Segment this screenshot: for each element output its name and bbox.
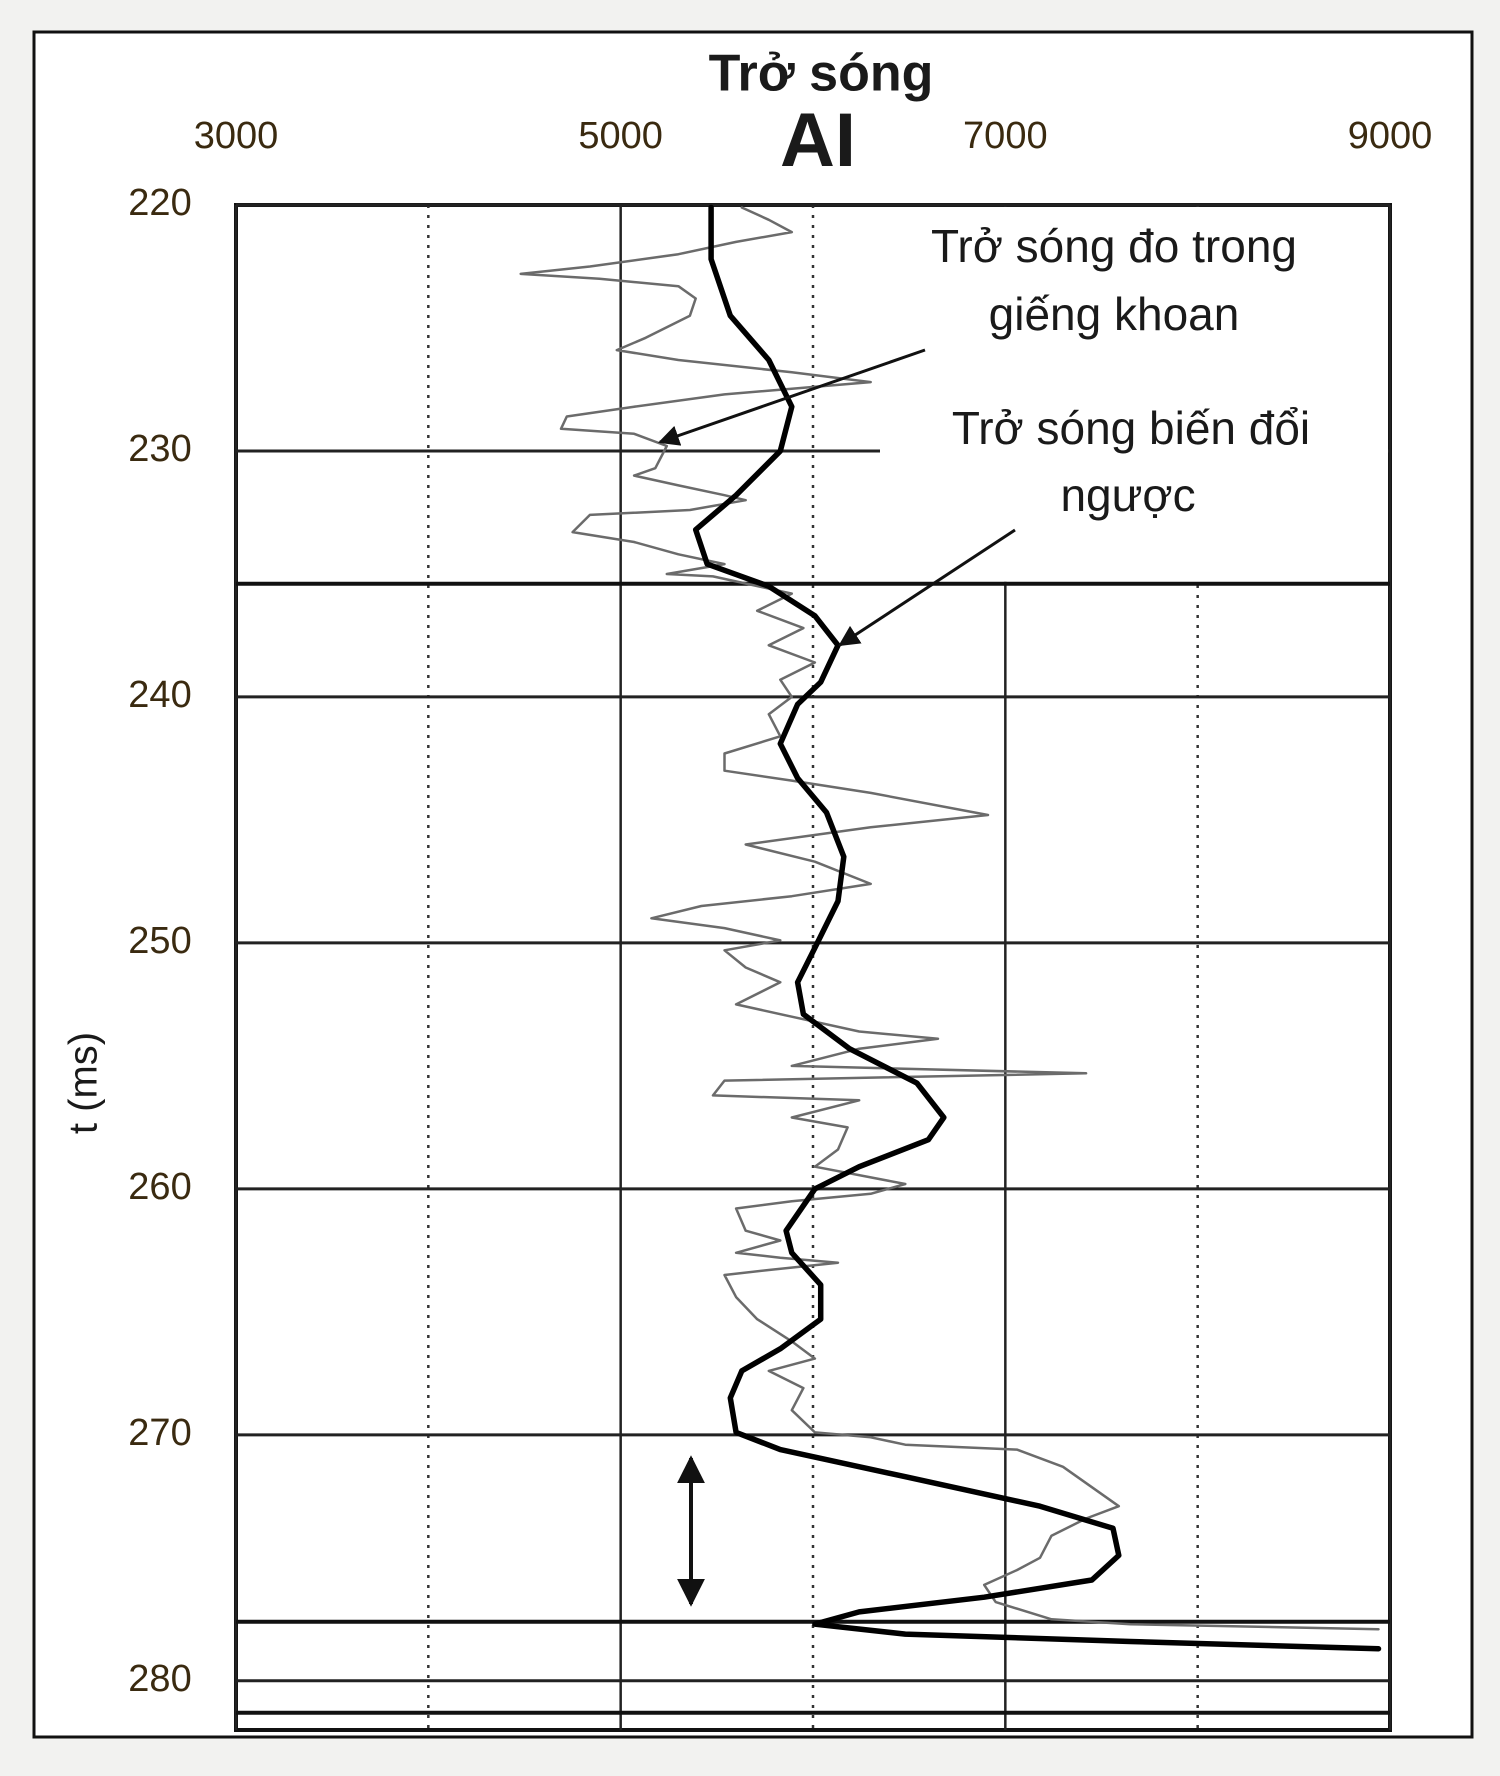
y-tick-label: 280 bbox=[128, 1658, 191, 1700]
x-tick-label: 9000 bbox=[1348, 115, 1433, 157]
x-tick-label: 3000 bbox=[194, 115, 279, 157]
y-tick-label: 250 bbox=[128, 920, 191, 962]
y-tick-label: 240 bbox=[128, 674, 191, 716]
x-tick-label: 5000 bbox=[578, 115, 663, 157]
y-axis-label: t (ms) bbox=[62, 1032, 106, 1134]
annotation: Trở sóng đo trong bbox=[931, 220, 1297, 272]
annotation-area bbox=[880, 207, 1388, 582]
y-tick-label: 260 bbox=[128, 1166, 191, 1208]
x-tick-label: 7000 bbox=[963, 115, 1048, 157]
series-line bbox=[519, 206, 1380, 1631]
chart-subtitle: AI bbox=[780, 98, 856, 183]
y-tick-label: 270 bbox=[128, 1412, 191, 1454]
y-tick-label: 220 bbox=[128, 182, 191, 224]
annotation-arrow bbox=[658, 348, 926, 446]
series-line bbox=[692, 204, 1382, 1652]
annotation: ngược bbox=[1060, 469, 1195, 521]
annotation: Trở sóng biến đổi bbox=[952, 402, 1310, 454]
annotation-arrow bbox=[838, 528, 1016, 647]
y-tick-label: 230 bbox=[128, 428, 191, 470]
annotation: giếng khoan bbox=[989, 288, 1240, 340]
chart-title: Trở sóng bbox=[709, 45, 934, 103]
